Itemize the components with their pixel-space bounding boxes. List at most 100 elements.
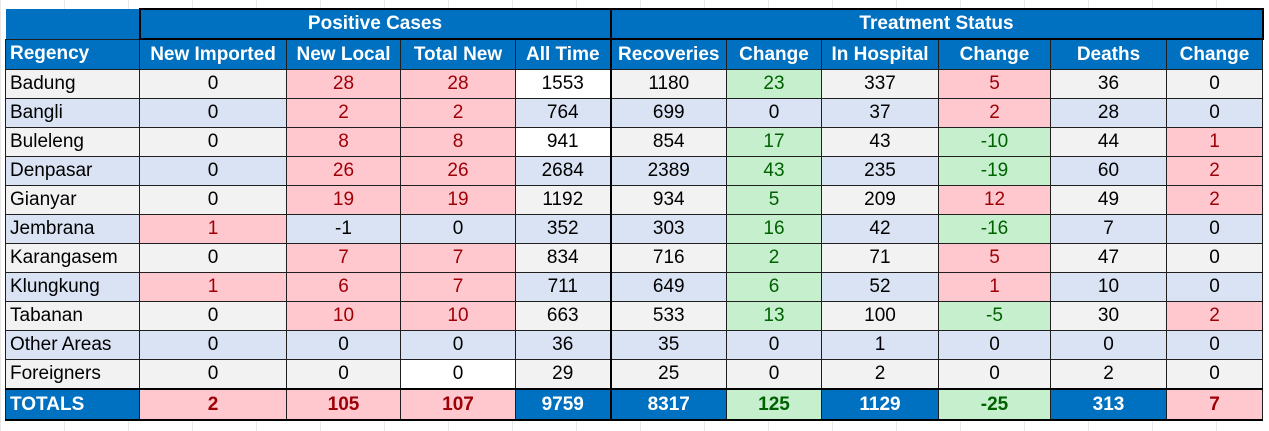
recoveries-cell[interactable]: 25 xyxy=(610,359,727,390)
all-time-cell[interactable]: 36 xyxy=(515,330,612,360)
regency-name-cell[interactable]: Karangasem xyxy=(5,243,140,273)
in-hospital-cell[interactable]: 42 xyxy=(821,214,939,244)
col-header-deaths-change[interactable]: Change xyxy=(1166,38,1263,70)
deaths-cell[interactable]: 28 xyxy=(1050,98,1167,128)
in-hospital-cell[interactable]: 235 xyxy=(821,156,939,186)
hospital-change-cell[interactable]: -19 xyxy=(938,156,1051,186)
all-time-cell[interactable]: 2684 xyxy=(515,156,612,186)
hospital-change-cell[interactable]: 12 xyxy=(938,185,1051,215)
in-hospital-cell[interactable]: 209 xyxy=(821,185,939,215)
col-header-deaths[interactable]: Deaths xyxy=(1050,38,1167,70)
deaths-change-cell[interactable]: 2 xyxy=(1166,301,1263,331)
total-new-cell[interactable]: 0 xyxy=(400,330,516,360)
new-local-cell[interactable]: 0 xyxy=(286,330,401,360)
all-time-cell[interactable]: 711 xyxy=(515,272,612,302)
deaths-change-cell[interactable]: 2 xyxy=(1166,156,1263,186)
hospital-change-cell[interactable]: 2 xyxy=(938,98,1051,128)
recoveries-cell[interactable]: 716 xyxy=(610,243,727,273)
all-time-cell[interactable]: 1192 xyxy=(515,185,612,215)
new-imported-cell[interactable]: 0 xyxy=(139,69,287,99)
recoveries-cell[interactable]: 649 xyxy=(610,272,727,302)
new-imported-cell[interactable]: 0 xyxy=(139,185,287,215)
in-hospital-cell[interactable]: 1 xyxy=(821,330,939,360)
all-time-cell[interactable]: 834 xyxy=(515,243,612,273)
regency-name-cell[interactable]: Other Areas xyxy=(5,330,140,360)
col-header-recoveries-change[interactable]: Change xyxy=(726,38,822,70)
col-header-recoveries[interactable]: Recoveries xyxy=(610,38,727,70)
in-hospital-cell[interactable]: 43 xyxy=(821,127,939,157)
col-header-new-imported[interactable]: New Imported xyxy=(139,38,287,70)
in-hospital-cell[interactable]: 52 xyxy=(821,272,939,302)
total-new-local-cell[interactable]: 105 xyxy=(286,388,401,421)
hospital-change-cell[interactable]: 5 xyxy=(938,69,1051,99)
total-new-cell[interactable]: 26 xyxy=(400,156,516,186)
new-local-cell[interactable]: 8 xyxy=(286,127,401,157)
total-in-hospital-cell[interactable]: 1129 xyxy=(821,388,939,421)
recoveries-cell[interactable]: 854 xyxy=(610,127,727,157)
hospital-change-cell[interactable]: 5 xyxy=(938,243,1051,273)
recoveries-change-cell[interactable]: 13 xyxy=(726,301,822,331)
recoveries-cell[interactable]: 303 xyxy=(610,214,727,244)
deaths-cell[interactable]: 36 xyxy=(1050,69,1167,99)
new-imported-cell[interactable]: 0 xyxy=(139,243,287,273)
regency-name-cell[interactable]: Badung xyxy=(5,69,140,99)
new-local-cell[interactable]: 2 xyxy=(286,98,401,128)
total-new-cell[interactable]: 28 xyxy=(400,69,516,99)
deaths-change-cell[interactable]: 0 xyxy=(1166,98,1263,128)
deaths-change-cell[interactable]: 0 xyxy=(1166,243,1263,273)
total-new-cell[interactable]: 2 xyxy=(400,98,516,128)
deaths-cell[interactable]: 47 xyxy=(1050,243,1167,273)
col-header-new-local[interactable]: New Local xyxy=(286,38,401,70)
total-deaths-cell[interactable]: 313 xyxy=(1050,388,1167,421)
deaths-change-cell[interactable]: 2 xyxy=(1166,185,1263,215)
new-imported-cell[interactable]: 0 xyxy=(139,330,287,360)
regency-name-cell[interactable]: Tabanan xyxy=(5,301,140,331)
deaths-cell[interactable]: 44 xyxy=(1050,127,1167,157)
new-imported-cell[interactable]: 0 xyxy=(139,301,287,331)
in-hospital-cell[interactable]: 100 xyxy=(821,301,939,331)
deaths-cell[interactable]: 2 xyxy=(1050,359,1167,390)
total-recoveries-cell[interactable]: 8317 xyxy=(610,388,727,421)
recoveries-change-cell[interactable]: 16 xyxy=(726,214,822,244)
total-new-cell[interactable]: 19 xyxy=(400,185,516,215)
in-hospital-cell[interactable]: 37 xyxy=(821,98,939,128)
recoveries-change-cell[interactable]: 2 xyxy=(726,243,822,273)
recoveries-change-cell[interactable]: 23 xyxy=(726,69,822,99)
hospital-change-cell[interactable]: 0 xyxy=(938,330,1051,360)
new-imported-cell[interactable]: 0 xyxy=(139,156,287,186)
col-header-total-new[interactable]: Total New xyxy=(400,38,516,70)
all-time-cell[interactable]: 941 xyxy=(515,127,612,157)
recoveries-cell[interactable]: 934 xyxy=(610,185,727,215)
in-hospital-cell[interactable]: 71 xyxy=(821,243,939,273)
total-recoveries-change-cell[interactable]: 125 xyxy=(726,388,822,421)
new-local-cell[interactable]: 19 xyxy=(286,185,401,215)
hospital-change-cell[interactable]: -16 xyxy=(938,214,1051,244)
group-header-positive[interactable]: Positive Cases xyxy=(138,8,612,40)
new-local-cell[interactable]: -1 xyxy=(286,214,401,244)
new-imported-cell[interactable]: 0 xyxy=(139,127,287,157)
total-new-cell[interactable]: 0 xyxy=(400,214,516,244)
col-header-in-hospital[interactable]: In Hospital xyxy=(821,38,939,70)
new-local-cell[interactable]: 6 xyxy=(286,272,401,302)
hospital-change-cell[interactable]: 0 xyxy=(938,359,1051,390)
all-time-cell[interactable]: 663 xyxy=(515,301,612,331)
deaths-cell[interactable]: 60 xyxy=(1050,156,1167,186)
total-deaths-change-cell[interactable]: 7 xyxy=(1166,388,1263,421)
regency-name-cell[interactable]: Bangli xyxy=(5,98,140,128)
all-time-cell[interactable]: 352 xyxy=(515,214,612,244)
col-header-hospital-change[interactable]: Change xyxy=(938,38,1051,70)
deaths-cell[interactable]: 7 xyxy=(1050,214,1167,244)
group-header-treatment[interactable]: Treatment Status xyxy=(609,8,1264,40)
regency-name-cell[interactable]: Klungkung xyxy=(5,272,140,302)
regency-name-cell[interactable]: Gianyar xyxy=(5,185,140,215)
new-local-cell[interactable]: 28 xyxy=(286,69,401,99)
col-header-regency[interactable]: Regency xyxy=(5,38,140,70)
regency-name-cell[interactable]: Denpasar xyxy=(5,156,140,186)
all-time-cell[interactable]: 764 xyxy=(515,98,612,128)
recoveries-change-cell[interactable]: 0 xyxy=(726,330,822,360)
recoveries-cell[interactable]: 699 xyxy=(610,98,727,128)
new-imported-cell[interactable]: 0 xyxy=(139,98,287,128)
deaths-change-cell[interactable]: 0 xyxy=(1166,214,1263,244)
total-new-cell[interactable]: 7 xyxy=(400,272,516,302)
total-new-imported-cell[interactable]: 2 xyxy=(139,388,287,421)
